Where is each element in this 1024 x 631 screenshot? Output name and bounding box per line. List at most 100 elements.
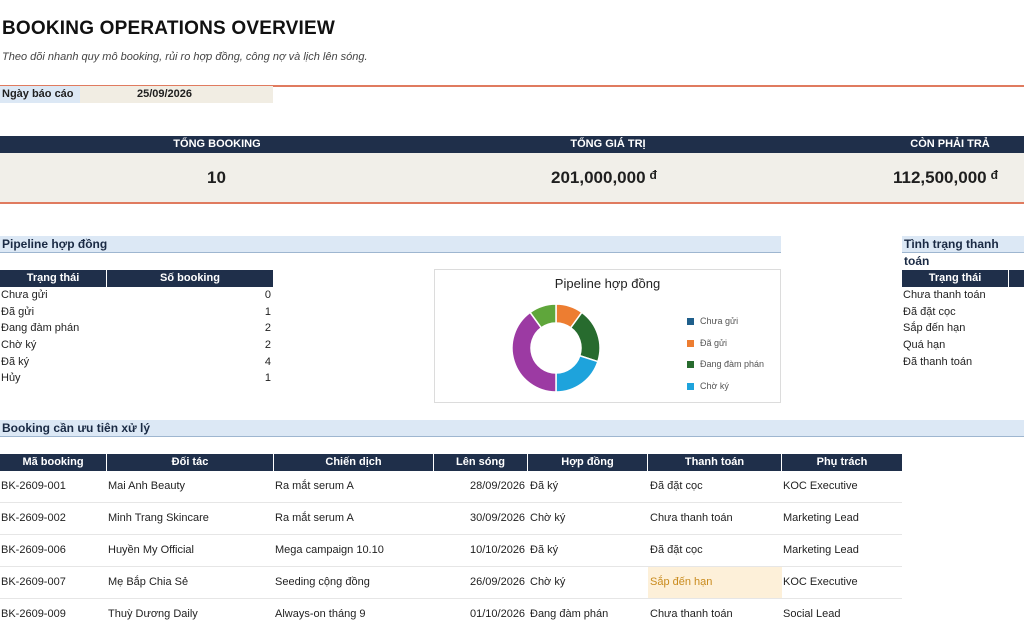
header-divider [0, 85, 1024, 87]
kpi-remaining-label: CÒN PHẢI TRẢ [910, 138, 990, 150]
legend-label: Đang đàm phán [700, 359, 765, 369]
legend-item[interactable]: Đã gửi [687, 338, 781, 360]
air-date: 01/10/2026 [470, 608, 526, 620]
pipeline-col-status: Trạng thái [0, 270, 107, 287]
pipeline-count: 1 [264, 372, 271, 385]
priority-col-campaign: Chiến dịch [274, 454, 434, 471]
pipeline-count: 4 [264, 355, 271, 368]
payment-status: Chưa thanh toán [650, 608, 733, 620]
owner: KOC Executive [783, 480, 858, 492]
legend-item[interactable]: Chờ ký [687, 381, 781, 403]
slice-Chờ ký[interactable] [555, 354, 599, 393]
legend-label: Chưa gửi [700, 316, 739, 326]
pipeline-count: 1 [264, 305, 271, 318]
chart-title: Pipeline hợp đồng [554, 276, 661, 291]
air-date: 26/09/2026 [470, 576, 526, 588]
kpi-header-bar [0, 136, 1024, 153]
donut-chart-svg [511, 303, 601, 393]
payment-status-warning: Sắp đến hạn [648, 567, 782, 598]
kpi-body [0, 153, 1024, 202]
legend-label: Đã gửi [700, 337, 728, 348]
priority-row[interactable]: BK-2609-001 Mai Anh Beauty Ra mắt serum … [0, 471, 902, 502]
pipeline-row: Đang đàm phán 2 [1, 320, 273, 337]
legend-swatch [687, 361, 694, 369]
payment-status: Đã đặt cọc [650, 544, 703, 556]
campaign-name: Seeding cộng đồng [275, 576, 370, 588]
page-title: BOOKING OPERATIONS OVERVIEW [2, 18, 336, 39]
partner-name: Mẹ Bắp Chia Sẻ [108, 576, 189, 588]
contract-status: Chờ ký [530, 576, 566, 588]
campaign-name: Ra mắt serum A [275, 480, 354, 492]
slice-Hủy[interactable] [529, 303, 557, 329]
priority-col-contract: Hợp đồng [528, 454, 648, 471]
priority-row[interactable]: BK-2609-006 Huyền My Official Mega campa… [0, 534, 902, 566]
kpi-remaining-value: 112,500,000 đ [893, 168, 998, 188]
currency-symbol: đ [990, 168, 998, 182]
owner: Marketing Lead [783, 512, 859, 524]
pipeline-status: Hủy [1, 372, 21, 385]
kpi-total-value-label: TỔNG GIÁ TRỊ [570, 138, 646, 150]
priority-section-title: Booking cần ưu tiên xử lý [0, 420, 1024, 437]
pipeline-table-body: Chưa gửi 0 Đã gửi 1 Đang đàm phán 2 Chờ … [1, 287, 273, 387]
payment-status: Quá hạn [903, 339, 946, 352]
payment-status: Chưa thanh toán [903, 289, 986, 301]
kpi-total-booking-label: TỔNG BOOKING [173, 138, 261, 150]
payment-status: Đã đặt cọc [903, 305, 956, 318]
legend-item[interactable]: Đang đàm phán [687, 359, 781, 381]
payment-status: Sắp đến hạn [903, 322, 966, 335]
pipeline-row: Hủy 1 [1, 370, 273, 387]
legend-item[interactable]: Chưa gửi [687, 316, 781, 338]
booking-id: BK-2609-002 [1, 512, 66, 524]
pipeline-status: Chờ ký [1, 339, 37, 352]
priority-row[interactable]: BK-2609-007 Mẹ Bắp Chia Sẻ Seeding cộng … [0, 566, 902, 598]
priority-col-air-date: Lên sóng [434, 454, 528, 471]
legend-swatch [687, 318, 694, 326]
pipeline-col-count: Số booking [107, 270, 273, 287]
air-date: 10/10/2026 [470, 544, 526, 556]
pipeline-status: Chưa gửi [1, 289, 48, 301]
priority-col-id: Mã booking [0, 454, 107, 471]
slice-Đã ký[interactable] [511, 311, 557, 393]
contract-status: Đang đàm phán [530, 608, 609, 620]
pipeline-row: Chưa gửi 0 [1, 287, 273, 304]
kpi-total-booking-number: 10 [207, 168, 226, 187]
pipeline-status: Đã gửi [1, 305, 35, 318]
pipeline-count: 2 [264, 339, 271, 352]
campaign-name: Always-on tháng 9 [275, 608, 366, 620]
campaign-name: Ra mắt serum A [275, 512, 354, 524]
air-date: 28/09/2026 [470, 480, 526, 492]
report-date-value[interactable]: 25/09/2026 [80, 86, 273, 103]
partner-name: Thuỳ Dương Daily [108, 608, 198, 620]
payment-section-title: Tình trạng thanh toán [902, 236, 1024, 268]
pipeline-count: 0 [264, 289, 271, 301]
partner-name: Minh Trang Skincare [108, 512, 209, 524]
priority-row[interactable]: BK-2609-009 Thuỳ Dương Daily Always-on t… [0, 598, 902, 630]
partner-name: Huyền My Official [108, 544, 194, 556]
pipeline-row: Chờ ký 2 [1, 337, 273, 354]
contract-status: Đã ký [530, 544, 559, 556]
booking-id: BK-2609-009 [1, 608, 66, 620]
currency-symbol: đ [649, 168, 657, 182]
kpi-total-booking-value: 10 [207, 168, 226, 188]
contract-status: Đã ký [530, 480, 559, 492]
payment-table-body: Chưa thanh toán Đã đặt cọc Sắp đến hạn Q… [903, 287, 1024, 370]
legend-swatch [687, 339, 694, 347]
air-date: 30/09/2026 [470, 512, 526, 524]
payment-col-status: Trạng thái [902, 270, 1009, 287]
payment-status: Chưa thanh toán [650, 512, 733, 524]
pipeline-chart[interactable] [434, 269, 781, 403]
kpi-total-value-number: 201,000,000 [551, 168, 646, 187]
owner: Marketing Lead [783, 544, 859, 556]
priority-col-partner: Đối tác [107, 454, 274, 471]
payment-status: Đã đặt cọc [650, 480, 703, 492]
pipeline-count: 2 [264, 322, 271, 335]
owner: Social Lead [783, 608, 841, 620]
owner: KOC Executive [783, 576, 858, 588]
booking-id: BK-2609-001 [1, 480, 66, 492]
contract-status: Chờ ký [530, 512, 566, 524]
priority-row[interactable]: BK-2609-002 Minh Trang Skincare Ra mắt s… [0, 502, 902, 534]
pipeline-section-title: Pipeline hợp đồng [0, 236, 781, 253]
pipeline-row: Đã gửi 1 [1, 304, 273, 321]
booking-id: BK-2609-007 [1, 576, 66, 588]
campaign-name: Mega campaign 10.10 [275, 544, 384, 556]
